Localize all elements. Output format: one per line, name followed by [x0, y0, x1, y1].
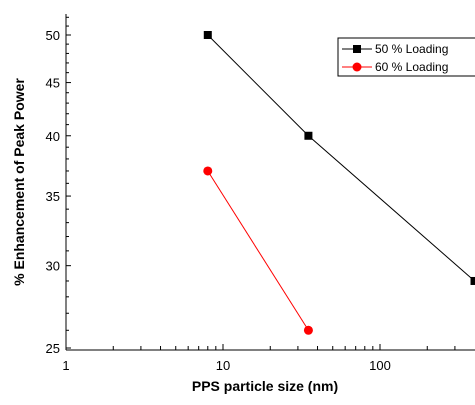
y-tick-label: 30	[46, 259, 60, 274]
legend-label: 60 % Loading	[375, 60, 448, 74]
legend: 50 % Loading 60 % Loading	[337, 37, 475, 77]
x-tick-label: 100	[369, 358, 391, 373]
x-axis-ticks: 1 10 100	[62, 344, 456, 373]
data-point-square	[203, 31, 212, 39]
legend-marker-circle	[352, 62, 362, 72]
y-tick-label: 50	[46, 28, 60, 43]
data-point-circle	[303, 325, 313, 335]
series-line-2	[207, 170, 309, 331]
data-point-square	[304, 131, 313, 140]
data-point-square	[470, 276, 475, 285]
y-tick-label: 45	[46, 76, 60, 91]
data-point-circle	[203, 166, 213, 176]
y-tick-label: 25	[46, 341, 60, 356]
x-axis-title: PPS particle size (nm)	[192, 378, 338, 394]
y-tick-label: 35	[46, 189, 60, 204]
y-axis-title: % Enhancement of Peak Power	[11, 78, 27, 286]
legend-box	[337, 37, 475, 77]
x-tick-label: 10	[216, 358, 230, 373]
x-tick-label: 1	[62, 358, 69, 373]
y-axis-ticks: 25 30 35 40 45 50	[46, 16, 71, 356]
legend-label: 50 % Loading	[375, 42, 448, 56]
legend-marker-square	[353, 45, 361, 53]
y-tick-label: 40	[46, 129, 60, 144]
series-layer	[203, 31, 475, 335]
